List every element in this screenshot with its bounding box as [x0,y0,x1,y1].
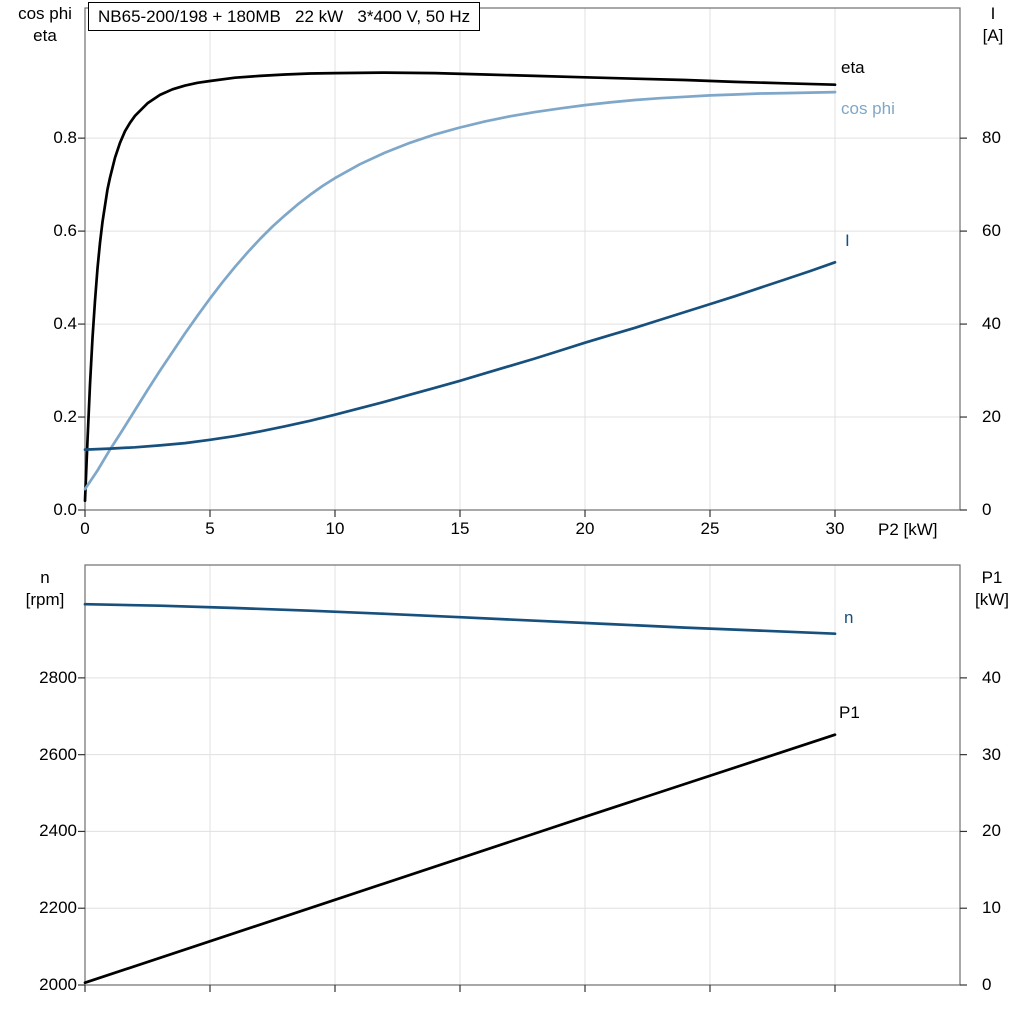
series-label-cos-phi: cos phi [841,99,895,118]
plot-frame [84,564,961,986]
right-axis-title-bottom: P1 [kW] [975,568,1009,609]
series-label-current: I [845,231,850,250]
curve-P1 [83,733,837,985]
curve-cos-phi [83,90,837,491]
series-label-speed: n [844,608,854,627]
left-axis-title-top: cos phi eta [18,4,72,45]
series-label-p1: P1 [839,703,860,722]
chart-title: NB65-200/198 + 180MB 22 kW 3*400 V, 50 H… [98,6,471,26]
plot-frame [84,7,961,511]
x-axis-label: P2 [kW] [878,520,938,539]
curve-n [83,602,837,636]
panel-top [78,7,967,517]
curve-I [83,260,837,451]
series-label-eta: eta [841,58,865,77]
curve-eta [83,71,837,503]
right-axis-title-top: I [A] [982,4,1004,45]
chart-title-box: NB65-200/198 + 180MB 22 kW 3*400 V, 50 H… [88,2,481,31]
panel-bottom [78,564,967,992]
left-axis-title-bottom: n [rpm] [25,568,65,609]
